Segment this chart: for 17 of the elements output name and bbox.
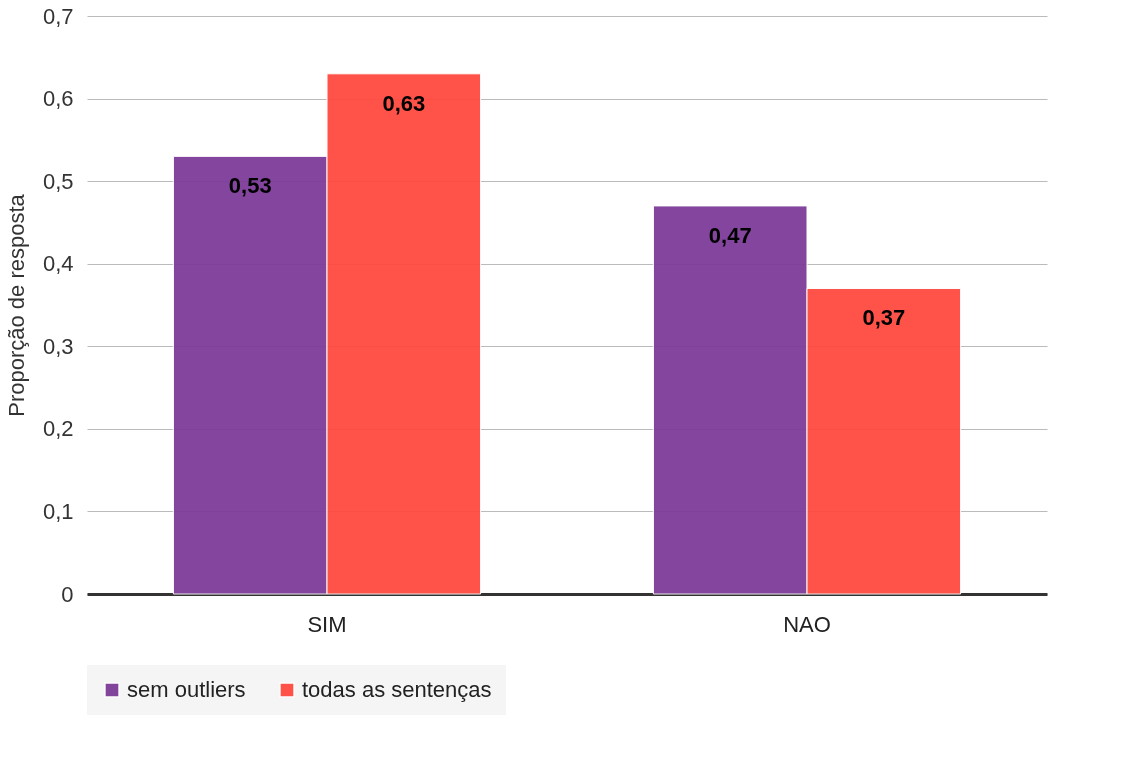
x-tick-label: NAO (783, 611, 831, 637)
y-axis-title: Proporção de resposta (3, 193, 29, 417)
data-label: 0,37 (862, 305, 906, 331)
data-label: 0,63 (382, 90, 426, 116)
y-tick-label: 0 (61, 581, 74, 607)
y-tick-label: 0,6 (42, 86, 74, 112)
legend-label: sem outliers (127, 677, 246, 702)
legend-label: todas as sentenças (302, 677, 492, 702)
y-tick-label: 0,4 (42, 251, 74, 277)
x-tick-label: SIM (307, 611, 347, 637)
y-tick-label: 0,1 (42, 498, 74, 524)
y-tick-label: 0,3 (42, 333, 74, 359)
y-tick-label: 0,2 (42, 416, 74, 442)
y-tick-label: 0,7 (42, 3, 74, 29)
data-label: 0,53 (228, 173, 272, 199)
data-label: 0,47 (708, 222, 752, 248)
y-tick-label: 0,5 (42, 168, 74, 194)
